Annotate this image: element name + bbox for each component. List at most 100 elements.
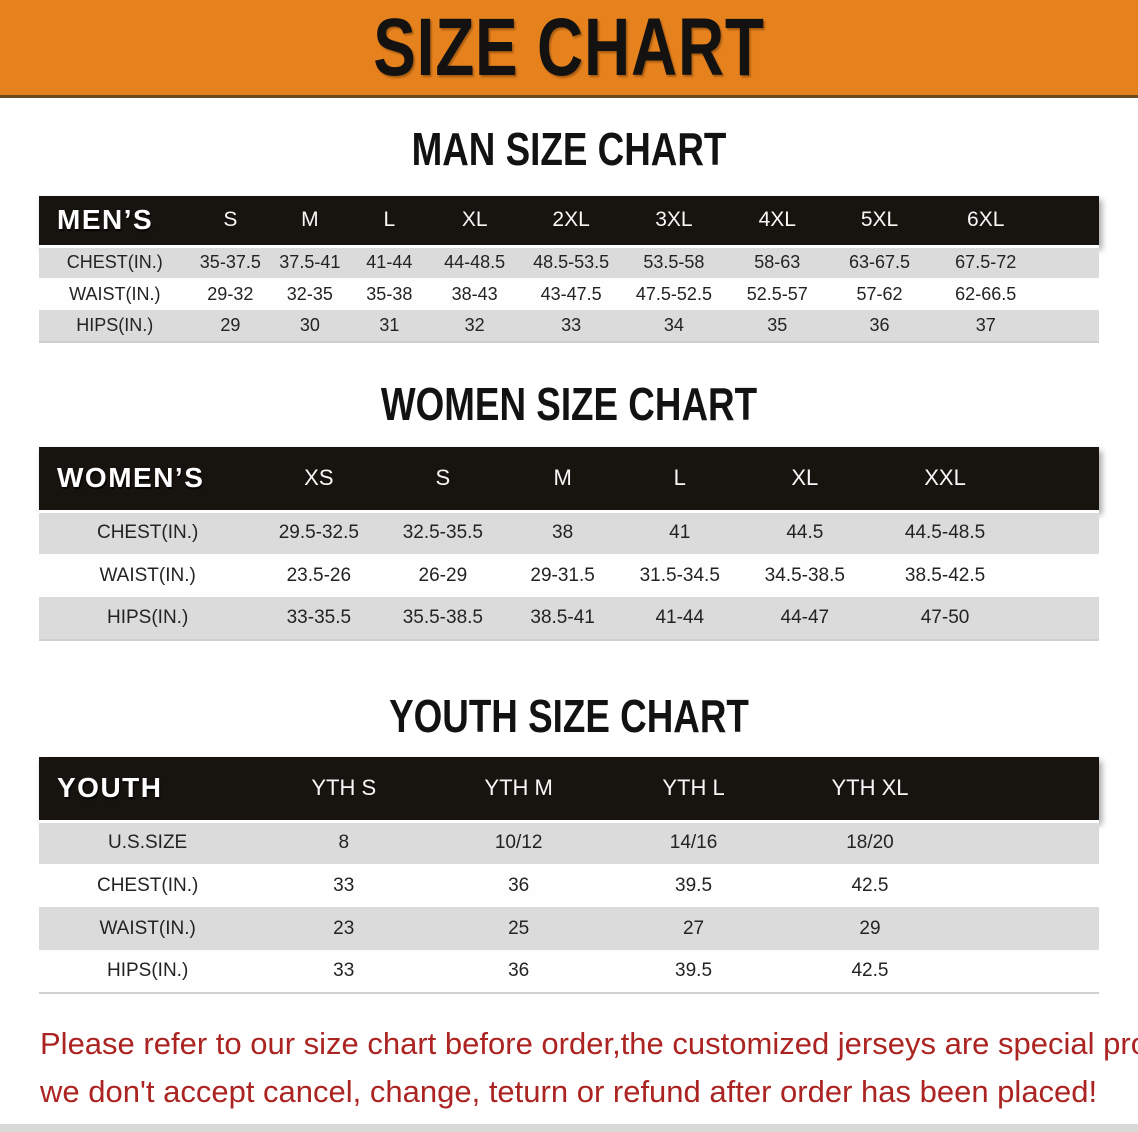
size-value-cell: 26-29	[418, 564, 468, 586]
size-value-cell: 29	[859, 917, 881, 939]
size-value-cell: 30	[270, 310, 350, 343]
size-value-cell: 33-35.5	[256, 597, 382, 641]
table-row: HIPS(IN.) 33-35.5 35.5-38.5 38.5-41 41-44 44-…	[39, 597, 1099, 641]
man-size-chart-heading: MAN SIZE CHART	[411, 123, 727, 175]
size-column-header: L	[349, 196, 430, 248]
size-column-header: S	[381, 447, 505, 513]
size-value-cell: 58-63	[754, 252, 801, 273]
size-value-cell: 44.5-48.5	[904, 522, 986, 544]
size-column-header: XXL	[871, 447, 1099, 513]
men-header-row: MEN’S S M L XL 2XL 3XL 4XL 5XL 6XL	[39, 196, 1099, 248]
size-value-cell: 32.5-35.5	[402, 522, 483, 544]
women-size-table-wrap: WOMEN’S XS S M L XL XXL CHEST(IN.) 29.5-32.5 32.…	[0, 447, 1138, 641]
banner-title: SIZE CHART	[373, 1, 765, 93]
table-row: CHEST(IN.) 35-37.5 37.5-41 41-44 44-48.5 48.5…	[39, 246, 1099, 278]
table-header-label: WOMEN’S	[39, 447, 257, 513]
row-label: WAIST(IN.)	[99, 564, 196, 586]
size-value-cell: 44-48.5	[444, 252, 506, 273]
table-row: CHEST(IN.) 33 36 39.5 42.5	[39, 864, 1099, 907]
size-column-header: YTH L	[606, 757, 781, 823]
size-value-cell: 47-50	[871, 597, 1099, 641]
size-chart-banner: SIZE CHART	[0, 0, 1138, 98]
disclaimer-line-1: Please refer to our size chart before or…	[40, 1026, 1138, 1061]
size-column-header: 5XL	[828, 196, 931, 248]
size-value-cell: 35-38	[366, 283, 413, 304]
size-value-cell: 44-47	[738, 597, 872, 641]
size-value-cell: 8	[338, 832, 350, 854]
row-label: U.S.SIZE	[108, 832, 188, 854]
size-value-cell: 23.5-26	[286, 564, 352, 586]
size-column-header: M	[270, 196, 350, 248]
row-label: CHEST(IN.)	[96, 874, 199, 896]
table-row: WAIST(IN.) 23 25 27 29	[39, 907, 1099, 950]
size-value-cell: 47.5-52.5	[635, 283, 712, 304]
row-label: HIPS(IN.)	[39, 310, 191, 343]
size-value-cell: 29	[190, 310, 271, 343]
size-column-header: S	[190, 196, 271, 248]
disclaimer-text: Please refer to our size chart before or…	[0, 1020, 1138, 1116]
size-value-cell: 37	[930, 310, 1099, 343]
size-value-cell: 41-44	[620, 597, 739, 641]
size-value-cell: 42.5	[851, 874, 889, 896]
size-value-cell: 67.5-72	[955, 252, 1017, 273]
women-size-table: WOMEN’S XS S M L XL XXL CHEST(IN.) 29.5-32.5 32.…	[39, 447, 1099, 641]
size-column-header: XL	[738, 447, 872, 513]
men-size-table-wrap: MEN’S S M L XL 2XL 3XL 4XL 5XL 6XL CHEST(IN.) 35-3…	[0, 196, 1138, 343]
size-column-header: XS	[256, 447, 382, 513]
size-value-cell: 39.5	[606, 950, 781, 994]
size-column-header: YTH M	[431, 757, 607, 823]
youth-size-table-wrap: YOUTH YTH S YTH M YTH L YTH XL U.S.SIZE 8 10/1…	[0, 757, 1138, 994]
size-value-cell: 34.5-38.5	[764, 564, 845, 586]
youth-header-row: YOUTH YTH S YTH M YTH L YTH XL	[39, 757, 1099, 823]
size-column-header: YTH S	[256, 757, 432, 823]
size-value-cell: 36	[828, 310, 931, 343]
size-value-cell: 29.5-32.5	[278, 522, 359, 544]
size-value-cell: 33	[256, 950, 432, 994]
size-value-cell: 38	[552, 522, 574, 544]
size-value-cell: 44.5	[786, 522, 824, 544]
size-value-cell: 39.5	[675, 874, 713, 896]
size-value-cell: 63-67.5	[849, 252, 911, 273]
size-value-cell: 35	[725, 310, 829, 343]
size-value-cell: 36	[508, 874, 530, 896]
size-value-cell: 29-32	[207, 283, 254, 304]
size-value-cell: 38-43	[451, 283, 498, 304]
size-value-cell: 25	[508, 917, 530, 939]
row-label: CHEST(IN.)	[66, 252, 163, 273]
size-column-header: XL	[429, 196, 521, 248]
table-row: WAIST(IN.) 29-32 32-35 35-38 38-43 43-47.5 47.…	[39, 278, 1099, 310]
size-value-cell: 35.5-38.5	[381, 597, 505, 641]
row-label: HIPS(IN.)	[39, 950, 257, 994]
row-label: CHEST(IN.)	[96, 522, 199, 544]
size-value-cell: 34	[621, 310, 726, 343]
size-column-header: 4XL	[725, 196, 829, 248]
bottom-strip	[0, 1124, 1138, 1132]
size-value-cell: 57-62	[856, 283, 903, 304]
size-value-cell: 35-37.5	[199, 252, 261, 273]
size-column-header: 6XL	[930, 196, 1099, 248]
size-value-cell: 52.5-57	[746, 283, 808, 304]
table-row: U.S.SIZE 8 10/12 14/16 18/20	[39, 821, 1099, 864]
youth-size-table: YOUTH YTH S YTH M YTH L YTH XL U.S.SIZE 8 10/1…	[39, 757, 1099, 994]
table-row: WAIST(IN.) 23.5-26 26-29 29-31.5 31.5-34.5 34…	[39, 554, 1099, 597]
table-row: CHEST(IN.) 29.5-32.5 32.5-35.5 38 41 44.5 44.5…	[39, 511, 1099, 554]
size-value-cell: 62-66.5	[955, 283, 1017, 304]
size-value-cell: 38.5-41	[504, 597, 621, 641]
size-value-cell: 36	[431, 950, 607, 994]
size-value-cell: 18/20	[846, 832, 894, 854]
size-value-cell: 14/16	[669, 832, 718, 854]
size-value-cell: 33	[520, 310, 622, 343]
row-label: WAIST(IN.)	[69, 283, 161, 304]
size-value-cell: 53.5-58	[643, 252, 705, 273]
table-row: HIPS(IN.) 33 36 39.5 42.5	[39, 950, 1099, 994]
size-value-cell: 48.5-53.5	[533, 252, 610, 273]
size-column-header: 3XL	[621, 196, 726, 248]
size-value-cell: 33	[333, 874, 355, 896]
size-value-cell: 27	[682, 917, 705, 939]
size-value-cell: 29-31.5	[530, 564, 595, 586]
men-size-table: MEN’S S M L XL 2XL 3XL 4XL 5XL 6XL CHEST(IN.) 35-3…	[39, 196, 1099, 343]
size-column-header: L	[620, 447, 739, 513]
size-value-cell: 37.5-41	[279, 252, 341, 273]
size-value-cell: 43-47.5	[540, 283, 602, 304]
table-header-label: MEN’S	[39, 196, 191, 248]
